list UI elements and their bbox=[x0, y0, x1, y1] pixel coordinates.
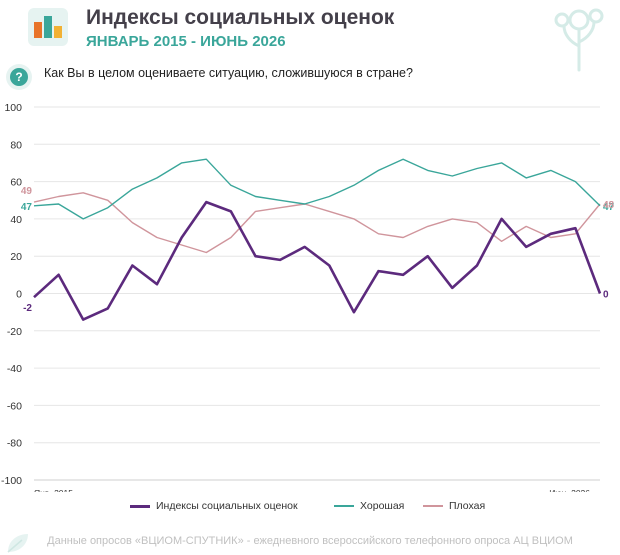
vciom-logo-icon bbox=[28, 8, 68, 46]
end-label-good: 47 bbox=[603, 202, 615, 213]
start-label-good: 47 bbox=[21, 202, 33, 213]
page-subtitle: ЯНВАРЬ 2015 - ИЮНЬ 2026 bbox=[86, 33, 286, 50]
end-label-index: 0 bbox=[603, 290, 609, 301]
series-line-index bbox=[33, 200, 602, 321]
question-text: Как Вы в целом оцениваете ситуацию, слож… bbox=[44, 66, 413, 80]
question-icon: ? bbox=[6, 64, 32, 90]
x-tick-label: Июн. 2026 bbox=[549, 488, 590, 492]
legend-swatch-bad bbox=[423, 505, 443, 507]
x-tick-label: Янв. 2015 bbox=[34, 488, 73, 492]
y-tick-label: -20 bbox=[7, 326, 22, 338]
legend-label-bad: Плохая bbox=[449, 500, 486, 512]
y-tick-label: 80 bbox=[10, 139, 22, 151]
start-label-index: -2 bbox=[23, 303, 32, 314]
y-tick-label: 60 bbox=[10, 177, 22, 189]
legend-label-good: Хорошая bbox=[360, 500, 405, 512]
end-label-bad: 48 bbox=[603, 200, 615, 211]
y-tick-label: -100 bbox=[1, 475, 22, 487]
start-label-bad: 49 bbox=[21, 186, 33, 197]
y-tick-label: -40 bbox=[7, 363, 22, 375]
page-title: Индексы социальных оценок bbox=[86, 6, 395, 29]
series-line-bad bbox=[33, 192, 601, 254]
y-tick-label: 100 bbox=[4, 102, 22, 114]
y-tick-label: 0 bbox=[16, 289, 22, 301]
chart-legend: Индексы социальных оценок Хорошая Плохая bbox=[0, 500, 620, 516]
y-tick-label: -60 bbox=[7, 400, 22, 412]
leaf-icon bbox=[7, 534, 28, 553]
legend-swatch-good bbox=[334, 505, 354, 507]
y-tick-label: -80 bbox=[7, 438, 22, 450]
footer-source: Данные опросов «ВЦИОМ-СПУТНИК» - ежеднев… bbox=[47, 535, 573, 547]
y-tick-label: 20 bbox=[10, 251, 22, 263]
y-tick-label: 40 bbox=[10, 214, 22, 226]
legend-swatch-index bbox=[130, 504, 150, 508]
legend-label-index: Индексы социальных оценок bbox=[156, 500, 298, 512]
series-line-good bbox=[33, 158, 601, 220]
legend-item-bad: Плохая bbox=[423, 500, 485, 512]
legend-item-good: Хорошая bbox=[334, 500, 404, 512]
tree-decoration-icon bbox=[554, 8, 604, 72]
legend-item-index: Индексы социальных оценок bbox=[130, 500, 298, 512]
